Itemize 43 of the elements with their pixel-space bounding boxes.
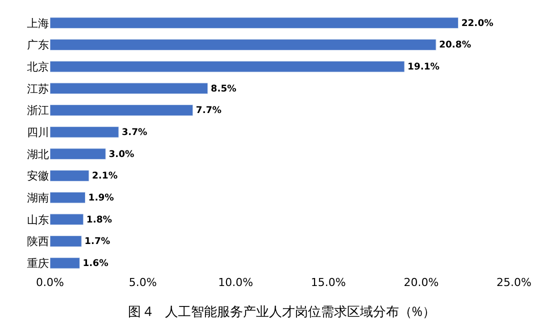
data-label: 20.8% bbox=[439, 40, 472, 51]
y-tick-label: 江苏 bbox=[27, 81, 49, 96]
bar bbox=[50, 39, 436, 50]
y-tick-label: 湖南 bbox=[27, 190, 49, 206]
y-tick-label: 北京 bbox=[27, 59, 49, 74]
x-tick-label: 25.0% bbox=[496, 276, 532, 289]
y-tick-label: 重庆 bbox=[27, 256, 49, 271]
bar bbox=[50, 257, 80, 269]
data-label: 1.6% bbox=[82, 258, 108, 270]
bar bbox=[50, 170, 90, 182]
data-label: 8.5% bbox=[210, 83, 236, 94]
data-label: 22.0% bbox=[461, 18, 494, 29]
bar bbox=[50, 192, 86, 204]
data-label: 7.7% bbox=[196, 105, 222, 116]
data-label: 1.9% bbox=[88, 192, 114, 204]
bar bbox=[50, 17, 459, 29]
y-tick-label: 浙江 bbox=[27, 103, 49, 118]
bar bbox=[50, 236, 82, 247]
text: 图 4 人工智能服务产业人才岗位需求区域分布（%） bbox=[128, 302, 436, 320]
data-label: 3.0% bbox=[108, 148, 134, 160]
y-tick-label: 陕西 bbox=[27, 234, 49, 250]
y-tick-label: 山东 bbox=[27, 212, 49, 228]
bar bbox=[50, 214, 84, 226]
bar bbox=[50, 126, 119, 138]
y-tick-label: 四川 bbox=[27, 124, 49, 140]
data-label: 19.1% bbox=[408, 62, 440, 73]
x-tick-label: 10.0% bbox=[218, 276, 254, 289]
y-tick-label: 广东 bbox=[27, 38, 49, 53]
bar bbox=[50, 104, 194, 116]
bar bbox=[50, 148, 106, 160]
data-label: 1.8% bbox=[86, 214, 112, 226]
data-label: 1.7% bbox=[84, 236, 110, 248]
bar bbox=[50, 60, 405, 72]
x-tick-label: 15.0% bbox=[310, 276, 346, 289]
data-label: 3.7% bbox=[122, 127, 148, 138]
x-tick-label: 0.0% bbox=[36, 276, 64, 289]
y-tick-label: 上海 bbox=[27, 16, 49, 31]
y-tick-label: 湖北 bbox=[27, 146, 49, 162]
data-label: 2.1% bbox=[92, 170, 118, 182]
y-tick-label: 安徽 bbox=[27, 168, 49, 184]
bar bbox=[50, 82, 208, 94]
x-tick-label: 20.0% bbox=[404, 276, 439, 289]
x-tick-label: 5.0% bbox=[128, 276, 157, 289]
